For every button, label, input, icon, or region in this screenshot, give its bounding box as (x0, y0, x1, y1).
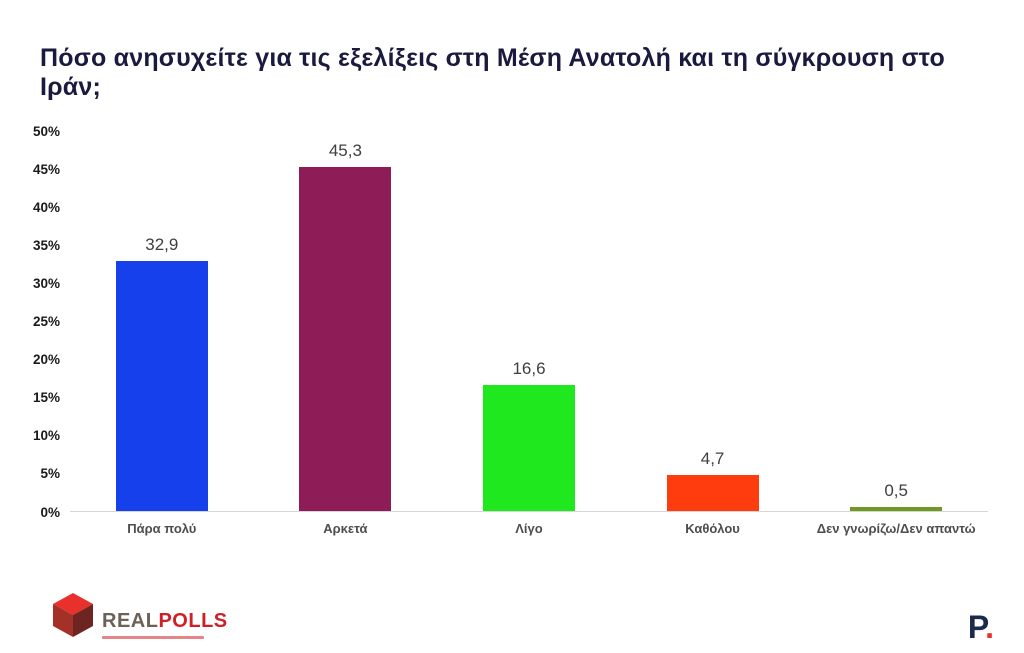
bar-value-label: 32,9 (145, 234, 179, 254)
bar-slot: 0,5 (804, 131, 988, 511)
plot-area: 32,9 45,3 16,6 4,7 0,5 (70, 131, 988, 512)
logo-text-real: REAL (102, 610, 159, 632)
y-tick-label: 5% (40, 466, 60, 482)
y-tick-label: 45% (32, 161, 60, 177)
y-tick-label: 30% (32, 275, 60, 291)
p-logo-dot: . (985, 609, 994, 645)
bar-value-label: 16,6 (512, 358, 546, 378)
bar-slot: 32,9 (70, 131, 254, 511)
y-tick-label: 35% (32, 237, 60, 253)
y-tick-label: 50% (32, 123, 60, 139)
bar-value-label: 4,7 (700, 449, 725, 469)
logo-tagline (102, 636, 204, 639)
bar-slot: 45,3 (254, 131, 438, 511)
y-tick-label: 15% (32, 389, 60, 405)
y-tick-label: 25% (32, 313, 60, 329)
bar-slot: 16,6 (437, 131, 621, 511)
category-label: Καθόλου (685, 521, 740, 536)
category-label: Δεν γνωρίζω/Δεν απαντώ (816, 521, 976, 536)
bar (482, 384, 575, 511)
bar-slot: 4,7 (621, 131, 805, 511)
realpolls-cube-icon (52, 592, 94, 643)
category-label: Λίγο (515, 521, 543, 536)
bar-value-label: 45,3 (328, 140, 362, 160)
p-logo: P. (968, 611, 994, 643)
bar (115, 260, 208, 511)
p-logo-letter: P (967, 609, 986, 645)
y-tick-label: 10% (32, 428, 60, 444)
logo-text-polls: POLLS (158, 610, 228, 632)
x-axis-labels: Πάρα πολύ Αρκετά Λίγο Καθόλου Δεν γνωρίζω/Δε… (70, 512, 988, 536)
realpolls-logo: REALPOLLS (52, 592, 228, 643)
y-tick-label: 0% (40, 504, 60, 520)
realpolls-wordmark: REALPOLLS (102, 611, 228, 643)
category-label: Αρκετά (323, 521, 368, 536)
y-axis: 0% 5% 10% 15% 20% 25% 30% 35% 40% 45% 50% (8, 124, 70, 518)
bar (299, 166, 392, 511)
bar (666, 475, 759, 511)
chart-title: Πόσο ανησυχείτε για τις εξελίξεις στη Μέ… (40, 44, 945, 101)
y-tick-label: 40% (32, 199, 60, 215)
bar-value-label: 0,5 (884, 481, 908, 501)
bar-chart: 0% 5% 10% 15% 20% 25% 30% 35% 40% 45% 50% 32,9 45,3… (8, 124, 988, 536)
y-tick-label: 20% (32, 351, 60, 367)
category-label: Πάρα πολύ (127, 521, 197, 536)
bar (850, 507, 943, 511)
